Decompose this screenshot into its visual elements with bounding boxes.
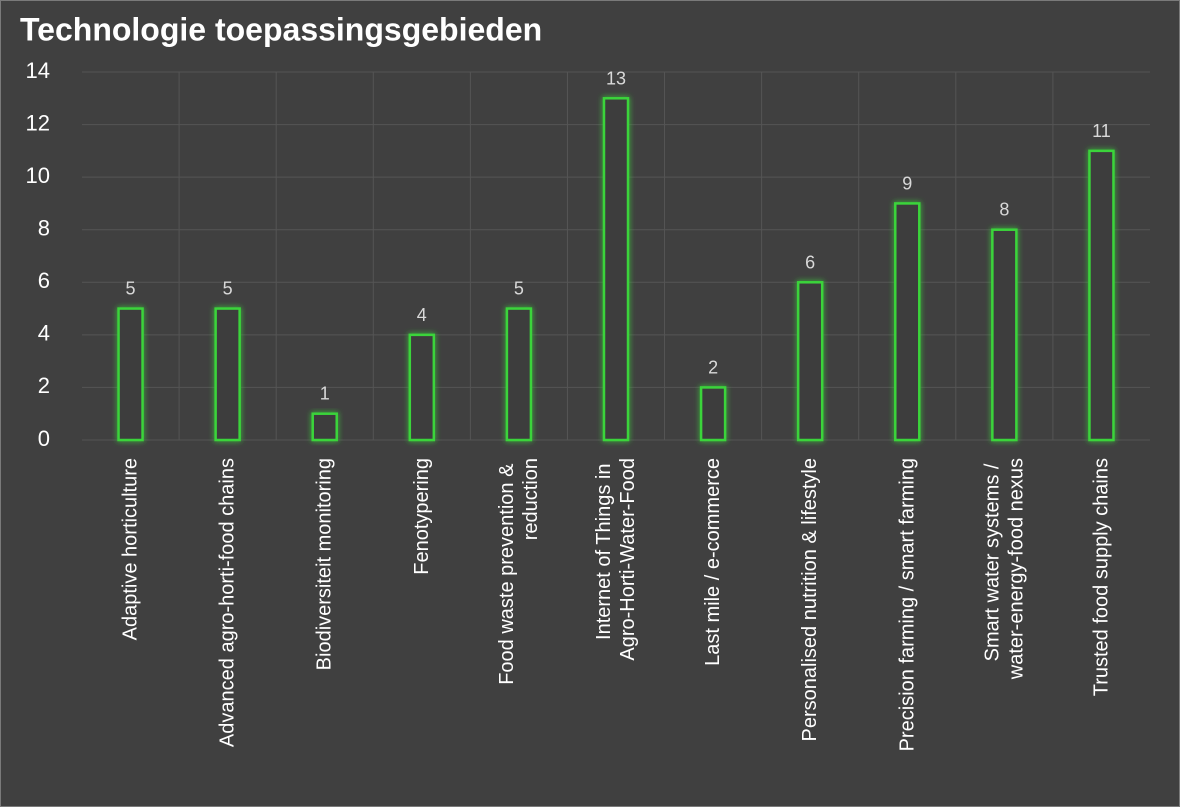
bar [505,307,533,442]
label-line: Internet of Things in [593,458,615,640]
data-label: 2 [708,357,718,377]
x-tick-label: Internet of Things in Agro-Horti-Water-F… [593,458,639,661]
label-line: Agro-Horti-Water-Food [617,458,639,661]
bar [117,307,144,442]
chart-title: Technologie toepassingsgebieden [20,11,542,47]
bar [699,386,727,442]
bar [214,307,241,442]
label-line: water-energy-food nexus [1005,458,1027,680]
label-line: Advanced agro-horti-food chains [217,458,239,747]
y-tick-label: 2 [38,373,50,398]
data-label: 4 [417,305,427,325]
label-line: Last mile / e-commerce [702,458,724,666]
label-line: Food waste prevention & [496,458,518,685]
label-line: Fenotypering [411,458,433,575]
data-label: 1 [320,384,330,404]
x-tick-label: Personalised nutrition & lifestyle [799,458,821,741]
label-line: Adaptive horticulture [120,458,142,640]
x-tick-label: Biodiversiteit monitoring [314,458,336,670]
bar [1088,149,1115,442]
x-tick-label: Trusted food supply chains [1090,458,1112,696]
bar [311,412,338,442]
bar [894,202,921,442]
x-tick-label: Food waste prevention & reduction [496,458,542,685]
x-tick-label: Adaptive horticulture [120,458,142,640]
data-label: 6 [805,252,815,272]
label-line: reduction [520,458,542,540]
bar [991,228,1018,442]
data-label: 8 [999,200,1009,220]
y-tick-label: 8 [38,216,50,241]
y-tick-label: 12 [26,110,50,135]
label-line: Precision farming / smart farming [896,458,918,751]
x-tick-label: Last mile / e-commerce [702,458,724,666]
label-line: Smart water systems / [981,458,1003,661]
x-tick-label: Advanced agro-horti-food chains [217,458,239,747]
y-tick-label: 6 [38,268,50,293]
y-tick-label: 14 [26,58,50,83]
y-tick-label: 10 [26,163,50,188]
label-line: Trusted food supply chains [1090,458,1112,696]
x-tick-label: Smart water systems / water-energy-food … [981,458,1027,680]
x-tick-label: Precision farming / smart farming [896,458,918,751]
y-tick-label: 0 [38,426,50,451]
data-label: 11 [1092,121,1111,141]
data-label: 9 [902,173,912,193]
data-label: 5 [223,279,233,299]
label-line: Personalised nutrition & lifestyle [799,458,821,741]
data-label: 13 [606,68,626,88]
y-tick-label: 4 [38,321,50,346]
data-label: 5 [514,279,524,299]
bar [796,281,824,442]
label-line: Biodiversiteit monitoring [314,458,336,670]
data-label: 5 [126,279,136,299]
bar [602,97,630,442]
x-tick-label: Fenotypering [411,458,433,575]
bar [408,333,436,442]
